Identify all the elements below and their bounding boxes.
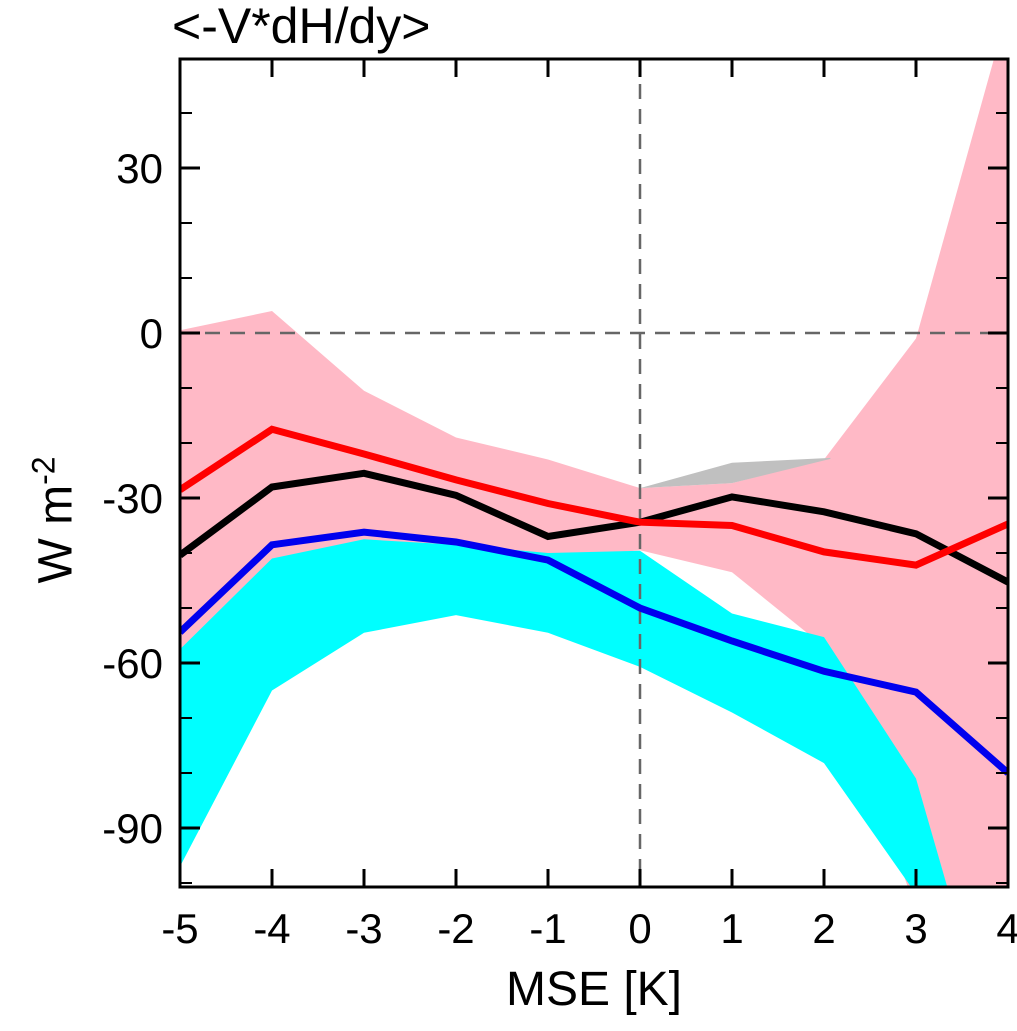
- x-axis-title: MSE [K]: [505, 963, 683, 1016]
- y-tick-label: -90: [102, 805, 163, 852]
- x-tick-label: -5: [161, 905, 198, 952]
- y-tick-label: -60: [102, 640, 163, 687]
- x-tick-label: 4: [996, 905, 1017, 952]
- black-line: [180, 469, 1008, 586]
- x-tick-label: -4: [253, 905, 290, 952]
- chart-title: <-V*dH/dy>: [172, 0, 431, 54]
- x-tick-label: -3: [345, 905, 382, 952]
- x-tick-label: -2: [437, 905, 474, 952]
- red-line: [180, 425, 1008, 569]
- cyan-band: [180, 539, 948, 887]
- y-tick-label: -30: [102, 475, 163, 522]
- y-tick-label: 0: [140, 310, 163, 357]
- y-tick-label: 30: [116, 145, 163, 192]
- gray-band: [640, 457, 831, 489]
- x-tick-label: 3: [904, 905, 927, 952]
- x-tick-label: -1: [529, 905, 566, 952]
- x-tick-label: 1: [720, 905, 743, 952]
- x-tick-label: 2: [812, 905, 835, 952]
- plot-frame: [178, 57, 1010, 889]
- x-tick-label: 0: [628, 905, 651, 952]
- blue-line: [180, 528, 1008, 776]
- plot-area: [180, 59, 1008, 887]
